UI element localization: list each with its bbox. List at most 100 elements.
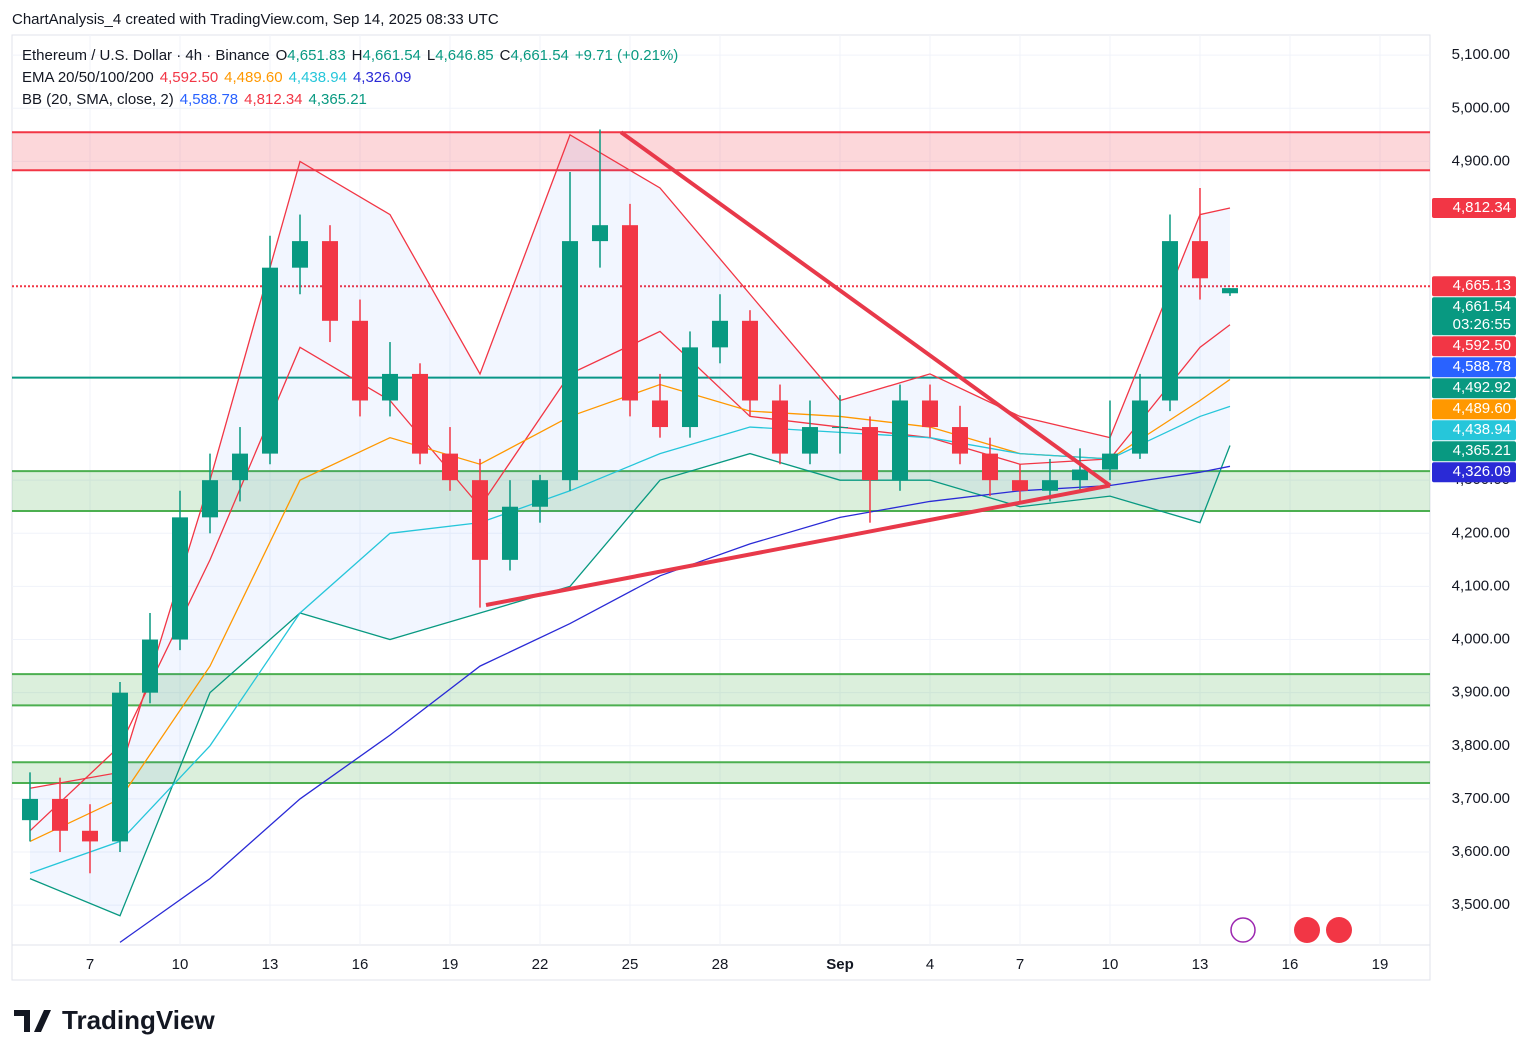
- candle-body: [81, 830, 98, 842]
- candle-body: [711, 320, 728, 348]
- trendline: [485, 483, 1111, 607]
- ema-value: 4,489.60: [224, 69, 282, 86]
- logo-mark: [14, 1010, 51, 1032]
- candle-body: [1221, 288, 1238, 294]
- candle-body: [561, 241, 578, 481]
- zone: [12, 132, 1430, 171]
- candle-body: [1131, 400, 1148, 454]
- x-tick-label: 7: [86, 956, 94, 973]
- symbol: Ethereum / U.S. Dollar · 4h · Binance: [22, 47, 270, 64]
- ema-title: EMA 20/50/100/200: [22, 69, 154, 86]
- y-tick-label: 3,700.00: [1452, 790, 1510, 807]
- ohlc-value: 4,651.83: [287, 47, 345, 64]
- candle-body: [1071, 469, 1088, 481]
- bb-value: 4,365.21: [309, 91, 367, 108]
- logo: TradingView: [14, 1005, 215, 1035]
- price-label: 4,661.54: [1453, 298, 1511, 315]
- brand: TradingView: [62, 1005, 215, 1035]
- x-tick-label: 19: [442, 956, 459, 973]
- price-label: 4,492.92: [1453, 379, 1511, 396]
- x-tick-label: 10: [172, 956, 189, 973]
- candle-body: [141, 639, 158, 693]
- candle-body: [1041, 480, 1058, 491]
- candle-body: [51, 798, 68, 831]
- x-tick-label: 28: [712, 956, 729, 973]
- bb-value: 4,812.34: [244, 91, 302, 108]
- x-tick-label: 10: [1102, 956, 1119, 973]
- countdown: 03:26:55: [1453, 316, 1511, 333]
- x-tick-label: 19: [1372, 956, 1389, 973]
- price-label: 4,592.50: [1453, 337, 1511, 354]
- candle-body: [171, 517, 188, 640]
- y-tick-label: 5,100.00: [1452, 46, 1510, 63]
- y-tick-label: 4,200.00: [1452, 524, 1510, 541]
- candle-body: [291, 241, 308, 268]
- candle-body: [621, 225, 638, 401]
- y-tick-label: 3,800.00: [1452, 737, 1510, 754]
- event-icon[interactable]: [1294, 917, 1320, 943]
- x-tick-label: 25: [622, 956, 639, 973]
- ohlc-name: C: [500, 47, 511, 64]
- price-label: 4,588.78: [1453, 358, 1511, 375]
- candle-body: [801, 427, 818, 454]
- x-tick-label: 16: [352, 956, 369, 973]
- candle-body: [1011, 480, 1028, 491]
- candle-body: [501, 506, 518, 560]
- price-label-box: [1432, 378, 1516, 399]
- candle-body: [891, 400, 908, 481]
- candle-body: [1191, 241, 1208, 279]
- candle-body: [681, 347, 698, 428]
- price-label-box: [1432, 441, 1516, 462]
- x-tick-label: 13: [1192, 956, 1209, 973]
- candle-body: [771, 400, 788, 454]
- y-tick-label: 3,500.00: [1452, 896, 1510, 913]
- candle-body: [651, 400, 668, 428]
- candle-body: [471, 480, 488, 560]
- candle-body: [201, 480, 218, 518]
- ohlc-name: H: [352, 47, 363, 64]
- price-label-box: [1432, 420, 1516, 441]
- x-tick-label: 16: [1282, 956, 1299, 973]
- y-tick-label: 3,900.00: [1452, 684, 1510, 701]
- x-tick-label: 7: [1016, 956, 1024, 973]
- candle-body: [531, 480, 548, 507]
- event-icon[interactable]: [1230, 917, 1256, 943]
- candle-body: [921, 400, 938, 428]
- plot-area: 3,500.00 3,600.00 3,700.00 3,800.00 3,900.00…: [12, 35, 1516, 973]
- frame: [11, 34, 1431, 981]
- change: +9.71 (+0.21%): [575, 47, 678, 64]
- legend-row: EMA 20/50/100/200 4,592.50 4,489.60 4,438.9…: [22, 69, 411, 86]
- price-label: 4,665.13: [1453, 277, 1511, 294]
- indicator-line: [29, 445, 1231, 917]
- ema-value: 4,326.09: [353, 69, 411, 86]
- price-label-box: [1432, 336, 1516, 357]
- price-label-box: [1432, 276, 1516, 297]
- bb-value: 4,588.78: [180, 91, 238, 108]
- legend: Ethereum / U.S. Dollar · 4h · Binance O4,…: [22, 47, 678, 108]
- y-tick-label: 4,100.00: [1452, 577, 1510, 594]
- ohlc-value: 4,646.85: [435, 47, 493, 64]
- ema-value: 4,438.94: [289, 69, 347, 86]
- ohlc-value: 4,661.54: [363, 47, 421, 64]
- price-label: 4,438.94: [1453, 421, 1511, 438]
- y-tick-label: 4,000.00: [1452, 631, 1510, 648]
- x-tick-label: 22: [532, 956, 549, 973]
- ohlc-value: 4,661.54: [510, 47, 568, 64]
- event-icon[interactable]: [1326, 917, 1352, 943]
- candle-body: [951, 427, 968, 454]
- candle-body: [741, 320, 758, 401]
- candle-body: [591, 225, 608, 242]
- price-label: 4,326.09: [1453, 463, 1511, 480]
- candle-body: [861, 427, 878, 481]
- zone: [12, 471, 1430, 511]
- candle-body: [831, 427, 848, 429]
- ohlc-name: L: [427, 47, 435, 64]
- price-label-box: [1432, 297, 1516, 336]
- price-label: 4,489.60: [1453, 400, 1511, 417]
- price-label-box: [1432, 357, 1516, 378]
- candle-body: [411, 373, 428, 454]
- candle-body: [981, 453, 998, 481]
- legend-row: Ethereum / U.S. Dollar · 4h · Binance O4,…: [22, 47, 678, 64]
